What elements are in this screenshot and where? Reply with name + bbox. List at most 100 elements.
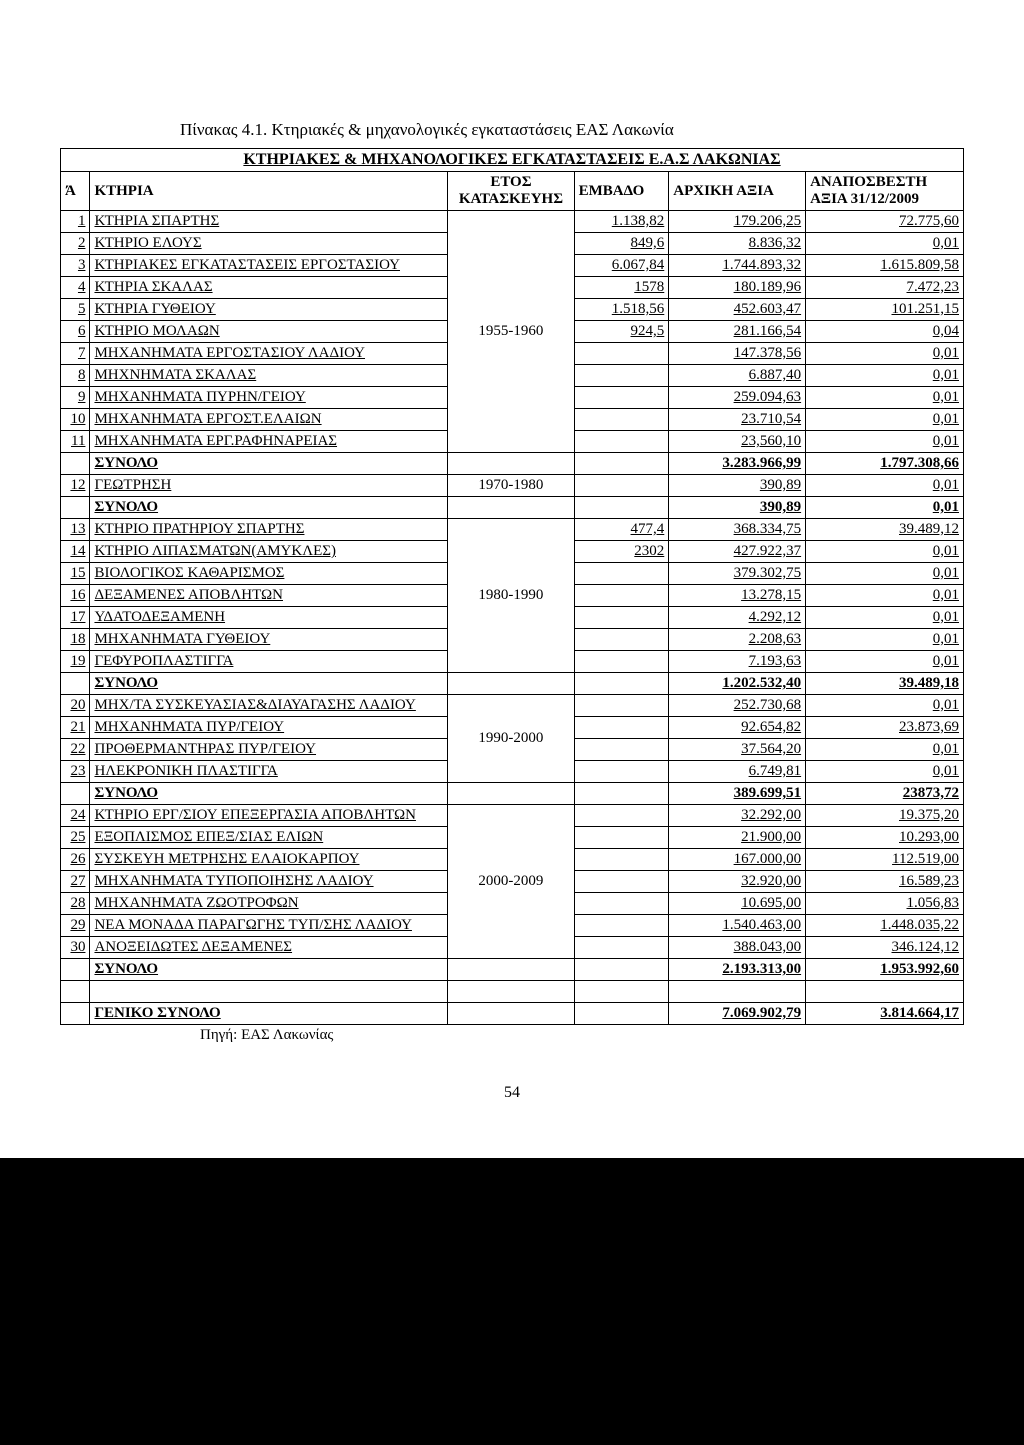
table-cell: 389.699,51 xyxy=(669,783,806,805)
table-cell: ΜΗΧΝΗΜΑΤΑ ΣΚΑΛΑΣ xyxy=(90,365,448,387)
table-cell: 2000-2009 xyxy=(448,805,574,959)
table-source: Πηγή: ΕΑΣ Λακωνίας xyxy=(200,1027,964,1044)
table-cell: 0,01 xyxy=(806,233,964,255)
table-cell: 101.251,15 xyxy=(806,299,964,321)
table-cell: 1980-1990 xyxy=(448,519,574,673)
table-cell: 72.775,60 xyxy=(806,211,964,233)
table-cell: 39.489,18 xyxy=(806,673,964,695)
table-cell: 12 xyxy=(61,475,90,497)
table-cell: ΜΗΧΑΝΗΜΑΤΑ ΕΡΓΟΣΤΑΣΙΟΥ ΛΑΔΙΟΥ xyxy=(90,343,448,365)
table-cell: ΚΤΗΡΙΟ ΛΙΠΑΣΜΑΤΩΝ(ΑΜΥΚΛΕΣ) xyxy=(90,541,448,563)
table-row: 13ΚΤΗΡΙΟ ΠΡΑΤΗΡΙΟΥ ΣΠΑΡΤΗΣ1980-1990477,4… xyxy=(61,519,964,541)
table-cell: ΓΕΦΥΡΟΠΛΑΣΤΙΓΓΑ xyxy=(90,651,448,673)
table-cell xyxy=(61,959,90,981)
table-cell xyxy=(448,783,574,805)
table-cell: 0,01 xyxy=(806,739,964,761)
table-cell xyxy=(574,497,669,519)
table-cell xyxy=(574,717,669,739)
spacer-row xyxy=(61,981,964,1003)
table-cell: 5 xyxy=(61,299,90,321)
table-cell: ΝΕΑ ΜΟΝΑΔΑ ΠΑΡΑΓΩΓΗΣ ΤΥΠ/ΣΗΣ ΛΑΔΙΟΥ xyxy=(90,915,448,937)
table-cell: 388.043,00 xyxy=(669,937,806,959)
table-cell: ΑΝΟΞΕΙΔΩΤΕΣ ΔΕΞΑΜΕΝΕΣ xyxy=(90,937,448,959)
table-cell: ΚΤΗΡΙΟ ΕΡΓ/ΣΙΟΥ ΕΠΕΞΕΡΓΑΣΙΑ ΑΠΟΒΛΗΤΩΝ xyxy=(90,805,448,827)
table-cell: 18 xyxy=(61,629,90,651)
table-cell xyxy=(448,1003,574,1025)
table-cell xyxy=(61,453,90,475)
table-cell: 21.900,00 xyxy=(669,827,806,849)
table-cell: ΜΗΧΑΝΗΜΑΤΑ ΕΡΓ.ΡΑΦΗΝΑΡΕΙΑΣ xyxy=(90,431,448,453)
table-cell xyxy=(574,849,669,871)
table-cell xyxy=(574,915,669,937)
table-cell: 6.067,84 xyxy=(574,255,669,277)
subtotal-row: ΣΥΝΟΛΟ3.283.966,991.797.308,66 xyxy=(61,453,964,475)
table-cell: ΜΗΧ/ΤΑ ΣΥΣΚΕΥΑΣΙΑΣ&ΔΙΑΥΑΓΑΣΗΣ ΛΑΔΙΟΥ xyxy=(90,695,448,717)
table-cell: 4 xyxy=(61,277,90,299)
table-cell xyxy=(448,453,574,475)
table-cell: ΜΗΧΑΝΗΜΑΤΑ ΓΥΘΕΙΟΥ xyxy=(90,629,448,651)
table-cell: 23 xyxy=(61,761,90,783)
table-cell xyxy=(574,893,669,915)
table-cell: 0,01 xyxy=(806,585,964,607)
table-cell: ΜΗΧΑΝΗΜΑΤΑ ΕΡΓΟΣΤ.ΕΛΑΙΩΝ xyxy=(90,409,448,431)
table-cell: 179.206,25 xyxy=(669,211,806,233)
table-cell: 0,01 xyxy=(806,365,964,387)
table-cell: 16.589,23 xyxy=(806,871,964,893)
table-cell: 1.540.463,00 xyxy=(669,915,806,937)
table-cell xyxy=(61,981,90,1003)
table-cell xyxy=(574,1003,669,1025)
table-cell: 8 xyxy=(61,365,90,387)
table-cell: 0,01 xyxy=(806,387,964,409)
table-cell: ΚΤΗΡΙΟ ΕΛΟΥΣ xyxy=(90,233,448,255)
table-cell: 1578 xyxy=(574,277,669,299)
table-row: 20ΜΗΧ/ΤΑ ΣΥΣΚΕΥΑΣΙΑΣ&ΔΙΑΥΑΓΑΣΗΣ ΛΑΔΙΟΥ19… xyxy=(61,695,964,717)
table-cell xyxy=(574,431,669,453)
table-cell: 24 xyxy=(61,805,90,827)
table-cell: 167.000,00 xyxy=(669,849,806,871)
table-cell: ΥΔΑΤΟΔΕΞΑΜΕΝΗ xyxy=(90,607,448,629)
th-ktiria: ΚΤΗΡΙΑ xyxy=(90,172,448,211)
table-cell: 30 xyxy=(61,937,90,959)
table-cell: 10.695,00 xyxy=(669,893,806,915)
table-cell: ΚΤΗΡΙΑ ΓΥΘΕΙΟΥ xyxy=(90,299,448,321)
table-cell: 3 xyxy=(61,255,90,277)
table-cell: ΜΗΧΑΝΗΜΑΤΑ ΠΥΡΗΝ/ΓΕΙΟΥ xyxy=(90,387,448,409)
table-cell: 0,01 xyxy=(806,695,964,717)
table-cell: 13 xyxy=(61,519,90,541)
grand-total-row: ΓΕΝΙΚΟ ΣΥΝΟΛΟ7.069.902,793.814.664,17 xyxy=(61,1003,964,1025)
table-cell: 390,89 xyxy=(669,475,806,497)
table-cell: 390,89 xyxy=(669,497,806,519)
table-cell: 0,01 xyxy=(806,541,964,563)
table-cell: ΣΥΝΟΛΟ xyxy=(90,783,448,805)
table-caption: Πίνακας 4.1. Κτηριακές & μηχανολογικές ε… xyxy=(180,120,964,140)
table-cell xyxy=(669,981,806,1003)
table-cell: 23,560,10 xyxy=(669,431,806,453)
table-cell: 19.375,20 xyxy=(806,805,964,827)
table-cell: 924,5 xyxy=(574,321,669,343)
table-cell xyxy=(574,343,669,365)
table-cell xyxy=(574,981,669,1003)
table-cell: 9 xyxy=(61,387,90,409)
table-cell: 39.489,12 xyxy=(806,519,964,541)
table-cell: 15 xyxy=(61,563,90,585)
table-row: 1ΚΤΗΡΙΑ ΣΠΑΡΤΗΣ1955-19601.138,82179.206,… xyxy=(61,211,964,233)
table-cell: 8.836,32 xyxy=(669,233,806,255)
table-cell: 3.283.966,99 xyxy=(669,453,806,475)
table-cell: ΚΤΗΡΙΟ ΠΡΑΤΗΡΙΟΥ ΣΠΑΡΤΗΣ xyxy=(90,519,448,541)
table-cell: 1.518,56 xyxy=(574,299,669,321)
table-cell: 0,01 xyxy=(806,497,964,519)
table-cell: 10 xyxy=(61,409,90,431)
table-cell: 7.472,23 xyxy=(806,277,964,299)
table-cell: ΜΗΧΑΝΗΜΑΤΑ ΤΥΠΟΠΟΙΗΣΗΣ ΛΑΔΙΟΥ xyxy=(90,871,448,893)
table-cell: ΚΤΗΡΙΑ ΣΚΑΛΑΣ xyxy=(90,277,448,299)
table-cell: 23.710,54 xyxy=(669,409,806,431)
table-cell: 477,4 xyxy=(574,519,669,541)
table-cell: 2302 xyxy=(574,541,669,563)
table-cell: ΚΤΗΡΙΑΚΕΣ ΕΓΚΑΤΑΣΤΑΣΕΙΣ ΕΡΓΟΣΤΑΣΙΟΥ xyxy=(90,255,448,277)
table-cell xyxy=(574,387,669,409)
table-title: ΚΤΗΡΙΑΚΕΣ & ΜΗΧΑΝΟΛΟΓΙΚΕΣ ΕΓΚΑΤΑΣΤΑΣΕΙΣ … xyxy=(61,149,964,172)
table-cell: ΚΤΗΡΙΟ ΜΟΛΑΩΝ xyxy=(90,321,448,343)
table-cell: 1.056,83 xyxy=(806,893,964,915)
table-cell: 259.094,63 xyxy=(669,387,806,409)
table-cell: 849,6 xyxy=(574,233,669,255)
